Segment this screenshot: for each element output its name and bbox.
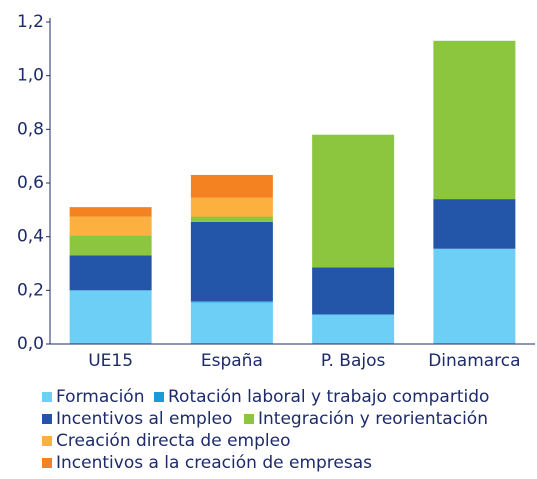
bar-segment [433, 248, 516, 344]
bar-segment [190, 221, 273, 302]
bar-segment [190, 197, 273, 217]
legend-swatch [154, 392, 164, 402]
legend-swatch [42, 414, 52, 424]
bar-segment [312, 314, 395, 344]
legend-label: Integración y reorientación [258, 409, 488, 429]
bar-segment [69, 290, 152, 344]
bar-segment [69, 216, 152, 236]
bar-segment [433, 199, 516, 249]
x-tick-label: UE15 [88, 351, 133, 371]
bar-segment [433, 40, 516, 200]
y-tick-label: 1,0 [17, 66, 44, 86]
bar-segment [69, 207, 152, 217]
bar-segment [190, 302, 273, 344]
legend-label: Creación directa de empleo [56, 431, 290, 451]
legend-label: Formación [56, 387, 145, 407]
y-tick-label: 1,2 [17, 12, 44, 32]
y-tick-label: 0,6 [17, 173, 44, 193]
legend-label: Rotación laboral y trabajo compartido [168, 387, 489, 407]
y-tick-label: 0,4 [17, 227, 44, 247]
y-tick-label: 0,8 [17, 119, 44, 139]
legend-label: Incentivos al empleo [56, 409, 232, 429]
legend-swatch [42, 392, 52, 402]
bar-segment [69, 255, 152, 291]
legend-swatch [42, 436, 52, 446]
bar-segment [190, 301, 273, 303]
x-tick-label: P. Bajos [321, 351, 386, 371]
bar-segment [190, 216, 273, 222]
x-tick-label: Dinamarca [428, 351, 520, 371]
bar-segment [69, 235, 152, 256]
legend-swatch [244, 414, 254, 424]
x-tick-label: España [201, 351, 263, 371]
bar-segment [312, 267, 395, 315]
bar-segment [190, 174, 273, 198]
y-tick-label: 0,0 [17, 334, 44, 354]
y-tick-label: 0,2 [17, 280, 44, 300]
legend-swatch [42, 458, 52, 468]
bar-segment [312, 134, 395, 268]
legend-label: Incentivos a la creación de empresas [56, 453, 372, 473]
